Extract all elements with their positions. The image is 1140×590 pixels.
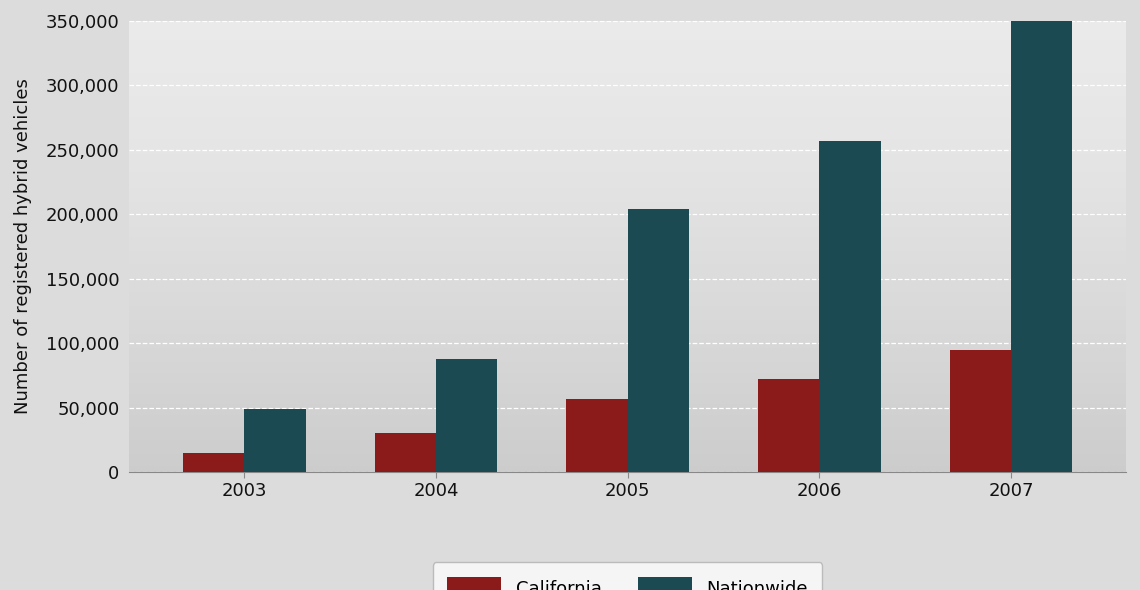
Bar: [244, 409, 306, 472]
Bar: [758, 379, 820, 472]
Bar: [628, 209, 689, 472]
Bar: [375, 433, 435, 472]
Bar: [1011, 21, 1073, 472]
Bar: [950, 349, 1011, 472]
Y-axis label: Number of registered hybrid vehicles: Number of registered hybrid vehicles: [14, 78, 32, 414]
Legend: California, Nationwide: California, Nationwide: [433, 562, 822, 590]
Bar: [820, 141, 881, 472]
Bar: [435, 359, 497, 472]
Bar: [567, 398, 628, 472]
Bar: [182, 453, 244, 472]
